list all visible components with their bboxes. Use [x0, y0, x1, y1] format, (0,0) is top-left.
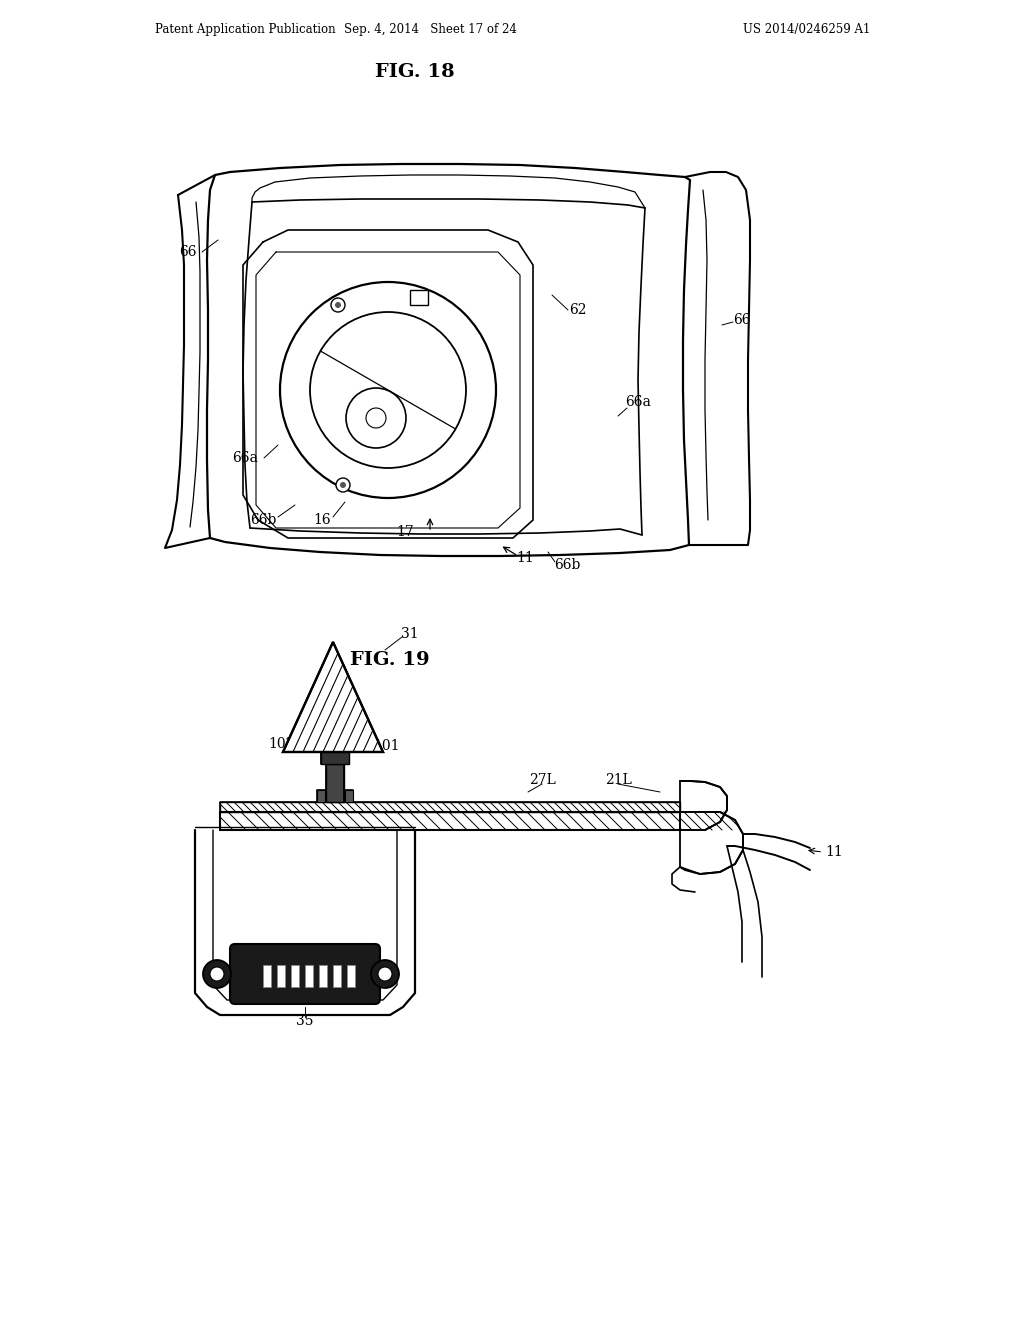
Bar	[410, 290, 428, 305]
Polygon shape	[283, 642, 383, 752]
Text: 66: 66	[733, 313, 751, 327]
Text: 66b: 66b	[250, 513, 276, 527]
Circle shape	[331, 298, 345, 312]
Circle shape	[371, 960, 399, 987]
Bar	[333, 965, 341, 987]
Text: 27L: 27L	[528, 774, 555, 787]
Text: 16: 16	[313, 513, 331, 527]
Circle shape	[340, 482, 346, 488]
Text: Sep. 4, 2014   Sheet 17 of 24: Sep. 4, 2014 Sheet 17 of 24	[344, 24, 516, 37]
FancyBboxPatch shape	[230, 944, 380, 1005]
Text: FIG. 19: FIG. 19	[350, 651, 430, 669]
Bar	[278, 965, 285, 987]
Circle shape	[335, 302, 341, 308]
Circle shape	[336, 478, 350, 492]
Text: 35: 35	[296, 1014, 313, 1028]
Polygon shape	[220, 803, 680, 812]
Circle shape	[203, 960, 231, 987]
Circle shape	[310, 312, 466, 469]
Bar	[291, 965, 299, 987]
Bar	[326, 764, 344, 803]
Text: US 2014/0246259 A1: US 2014/0246259 A1	[742, 24, 870, 37]
Text: 101: 101	[374, 739, 400, 752]
Text: 102: 102	[269, 737, 295, 751]
Polygon shape	[220, 812, 680, 830]
Bar	[319, 965, 327, 987]
Circle shape	[378, 968, 392, 981]
Bar	[347, 965, 355, 987]
Bar	[263, 965, 271, 987]
Text: 17a: 17a	[345, 405, 371, 418]
Text: 66a: 66a	[232, 451, 258, 465]
Text: 11: 11	[825, 845, 843, 859]
Text: 62: 62	[569, 304, 587, 317]
Text: 66b: 66b	[554, 558, 581, 572]
Circle shape	[210, 968, 224, 981]
Text: 31: 31	[401, 627, 419, 642]
Text: 17: 17	[396, 525, 414, 539]
Circle shape	[346, 388, 406, 447]
Text: Patent Application Publication: Patent Application Publication	[155, 24, 336, 37]
Bar	[317, 789, 325, 803]
Bar	[345, 789, 353, 803]
Text: FIG. 18: FIG. 18	[375, 63, 455, 81]
Polygon shape	[680, 781, 743, 874]
Text: 21L: 21L	[604, 774, 632, 787]
Bar	[305, 965, 313, 987]
Text: 66: 66	[179, 246, 197, 259]
Text: 66a: 66a	[625, 395, 651, 409]
Bar	[321, 752, 349, 764]
Text: 11: 11	[516, 550, 534, 565]
